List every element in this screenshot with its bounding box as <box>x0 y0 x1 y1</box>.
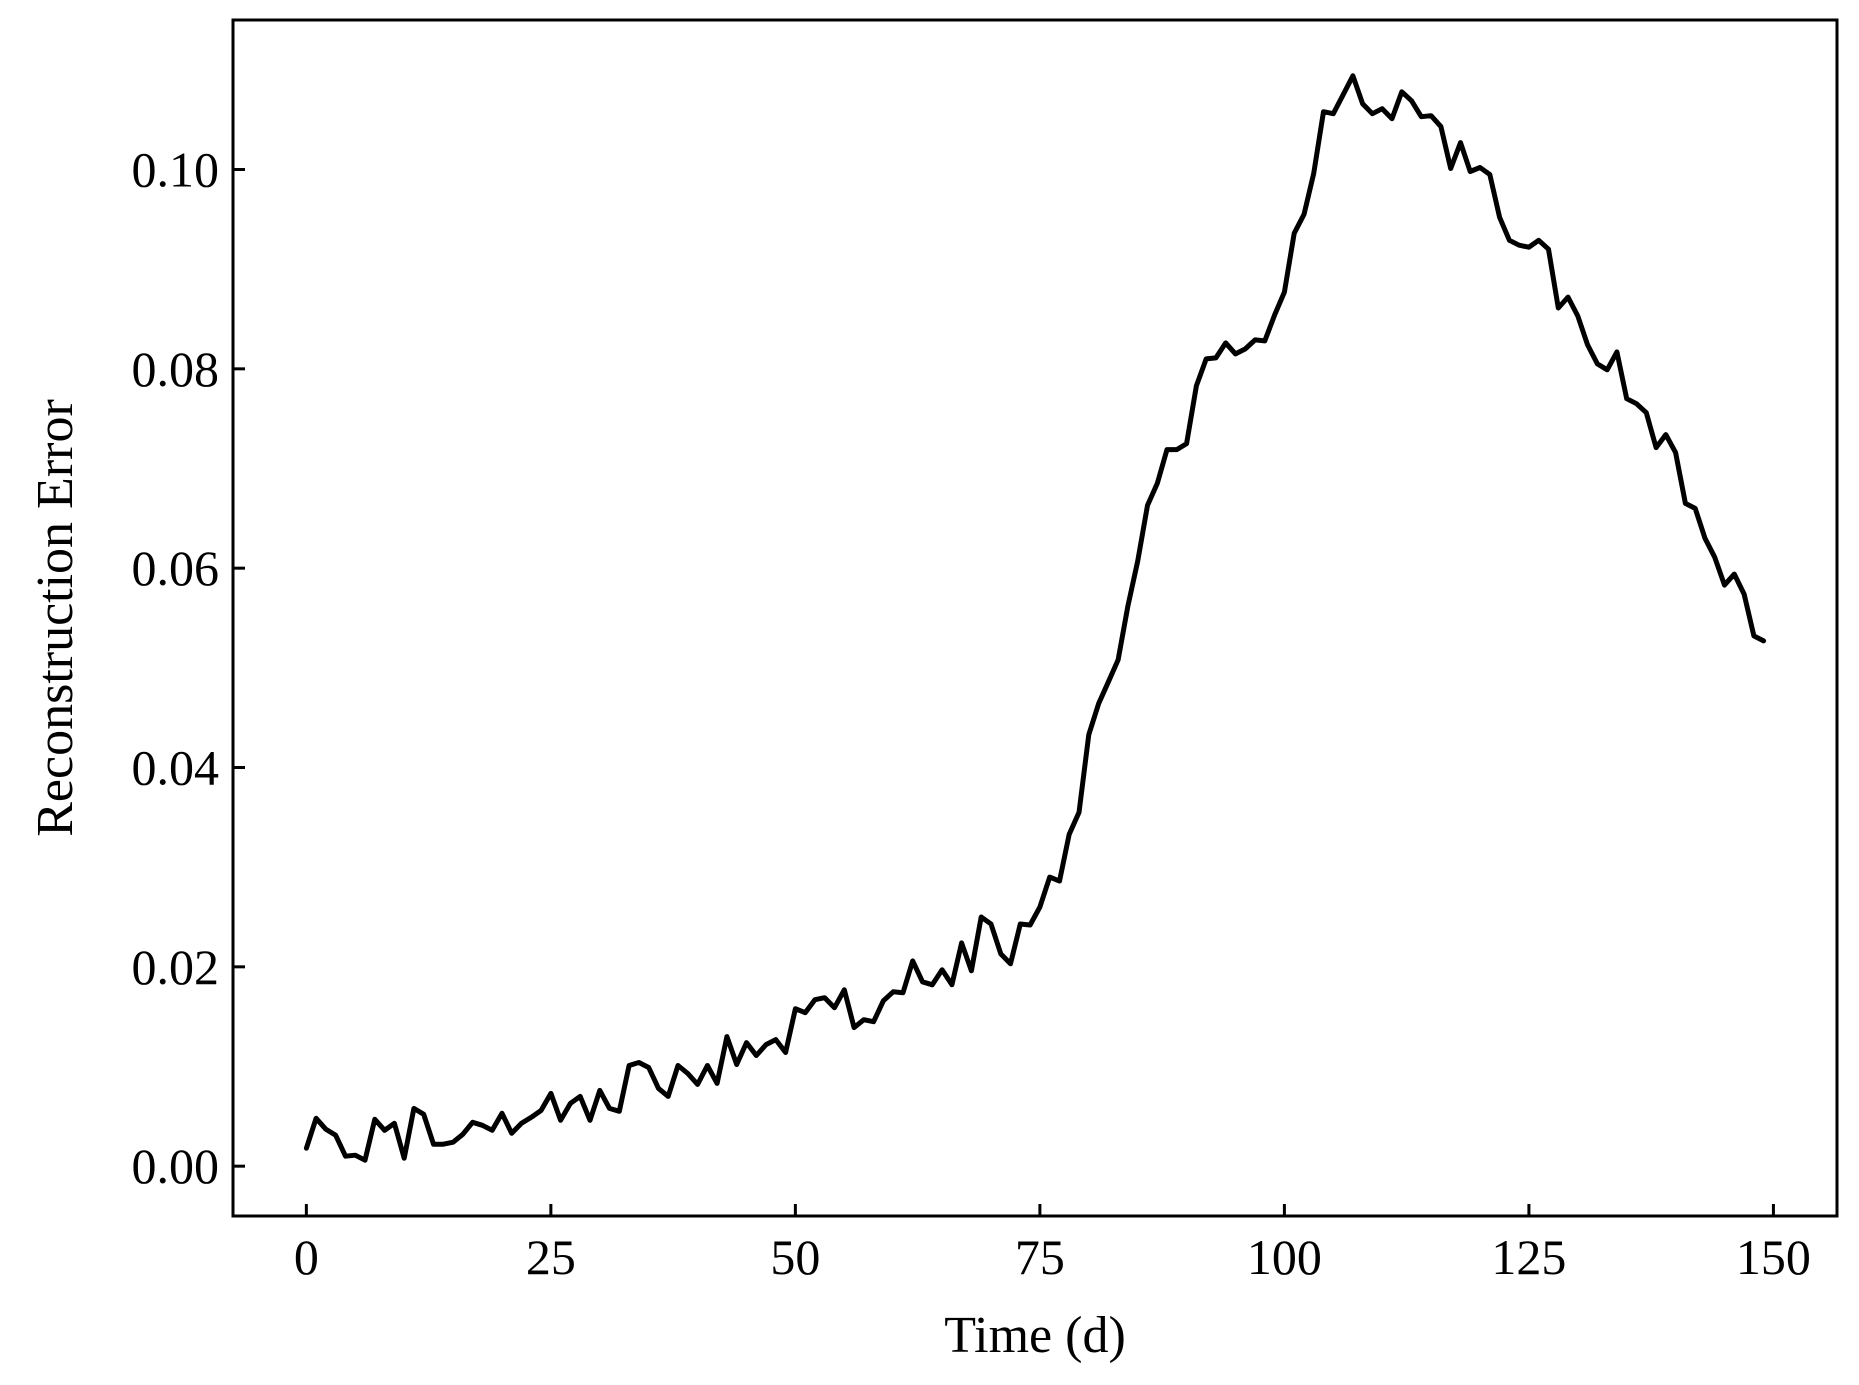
y-axis: 0.00 0.02 0.04 0.06 0.08 0.10 <box>132 142 245 1194</box>
x-tick-label: 125 <box>1491 1229 1566 1285</box>
x-tick-label: 50 <box>770 1229 820 1285</box>
y-tick-label: 0.02 <box>132 939 220 995</box>
y-tick-label: 0.10 <box>132 142 220 198</box>
x-tick-label: 75 <box>1015 1229 1065 1285</box>
x-axis-title: Time (d) <box>944 1307 1126 1364</box>
x-tick-label: 0 <box>294 1229 319 1285</box>
x-tick-label: 25 <box>526 1229 576 1285</box>
y-tick-label: 0.00 <box>132 1138 220 1194</box>
plot-frame <box>231 18 1839 1218</box>
y-tick-label: 0.08 <box>132 341 220 397</box>
x-axis: 0 25 50 75 100 125 150 <box>294 1204 1811 1285</box>
y-axis-title: Reconstruction Error <box>27 399 84 837</box>
y-tick-label: 0.04 <box>132 740 220 796</box>
x-tick-label: 100 <box>1247 1229 1322 1285</box>
x-tick-label: 150 <box>1736 1229 1811 1285</box>
y-tick-label: 0.06 <box>132 540 220 596</box>
reconstruction-error-line <box>303 73 1767 1163</box>
